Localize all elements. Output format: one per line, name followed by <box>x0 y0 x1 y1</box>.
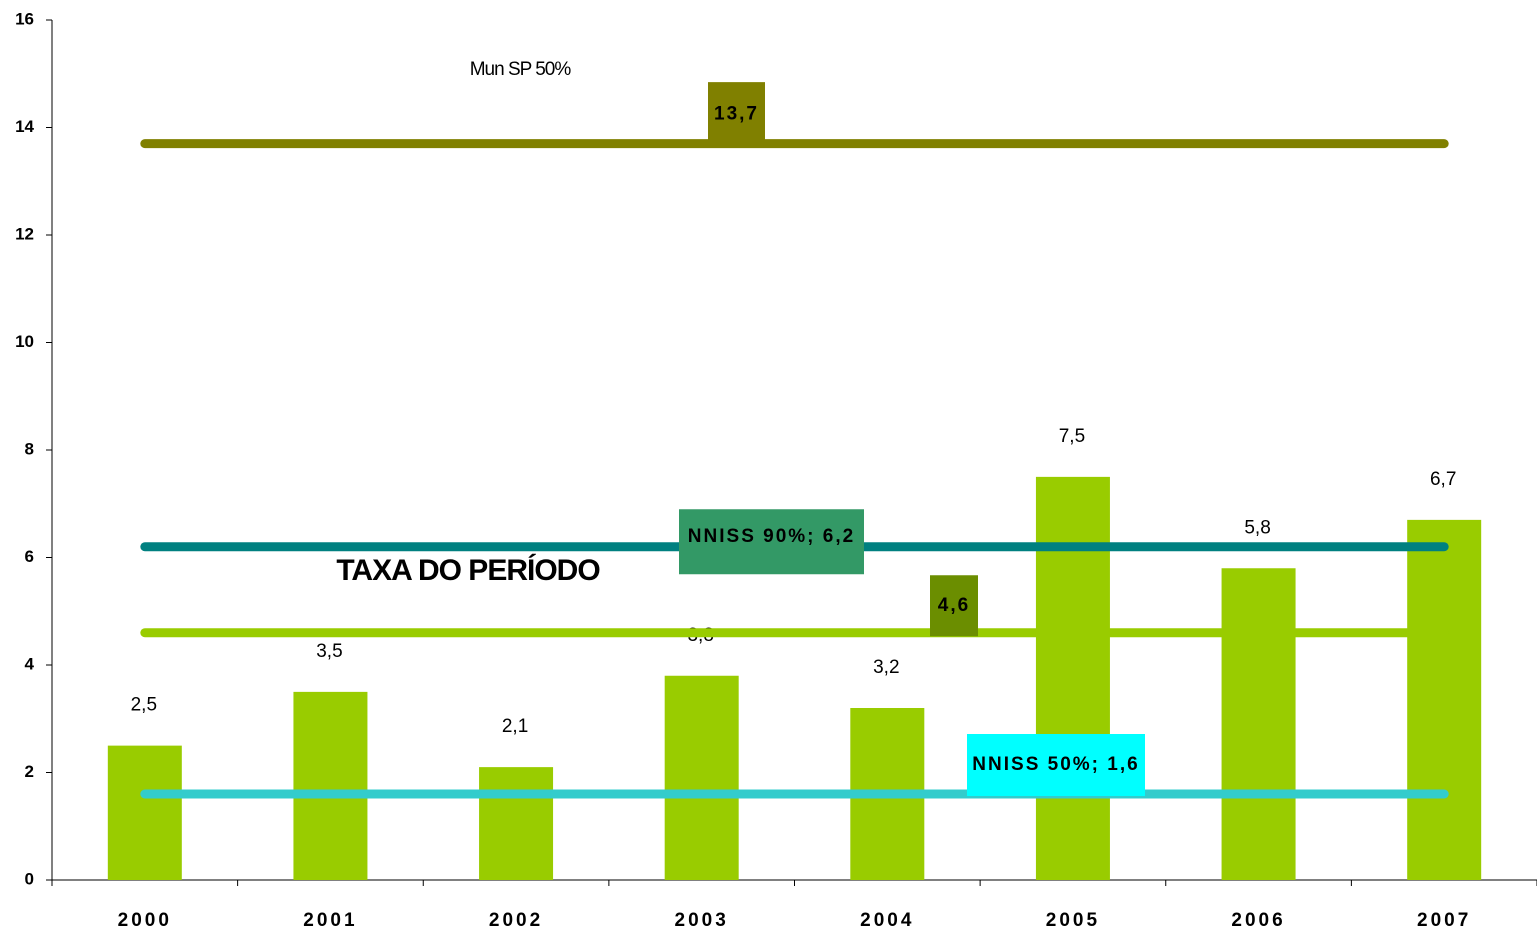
bar <box>479 767 554 880</box>
value-label: 6,7 <box>1430 469 1456 490</box>
label-box <box>708 82 765 148</box>
label-box <box>930 575 978 637</box>
bar <box>664 675 739 880</box>
y-tick-label: 14 <box>15 117 34 136</box>
value-label: 7,5 <box>1059 426 1085 447</box>
reference-label: 13,7 <box>714 104 759 125</box>
x-tick-label: 2006 <box>1231 910 1285 931</box>
reference-name: Mun SP 50% <box>470 59 572 80</box>
label-box <box>967 734 1145 796</box>
y-tick-label: 0 <box>25 869 34 888</box>
bar <box>1407 519 1482 880</box>
reference-name: TAXA DO PERÍODO <box>336 553 600 587</box>
reference-label: NNISS 50%; 1,6 <box>972 754 1139 775</box>
x-tick-label: 2004 <box>860 910 914 931</box>
value-label: 3,5 <box>316 641 342 662</box>
x-tick-label: 2002 <box>489 910 543 931</box>
value-label: 2,5 <box>131 695 157 716</box>
y-tick-label: 12 <box>15 224 34 243</box>
y-tick-label: 16 <box>15 9 34 28</box>
y-tick-label: 10 <box>15 332 34 351</box>
reference-label: 4,6 <box>938 595 970 616</box>
value-label: 3,2 <box>873 657 899 678</box>
x-tick-label: 2003 <box>675 910 729 931</box>
y-tick-label: 8 <box>25 439 34 458</box>
x-tick-label: 2001 <box>303 910 357 931</box>
x-tick-label: 2007 <box>1417 910 1471 931</box>
value-label: 2,1 <box>502 716 528 737</box>
y-tick-label: 2 <box>25 762 34 781</box>
value-label: 5,8 <box>1244 517 1270 538</box>
x-tick-label: 2000 <box>118 910 172 931</box>
y-tick-label: 6 <box>25 547 34 566</box>
label-box <box>679 509 864 575</box>
y-tick-label: 4 <box>25 654 35 673</box>
bar <box>1221 568 1296 880</box>
bar <box>107 745 182 880</box>
reference-label: NNISS 90%; 6,2 <box>688 526 855 547</box>
bar <box>1035 476 1110 880</box>
bar <box>293 691 368 880</box>
x-tick-label: 2005 <box>1046 910 1100 931</box>
